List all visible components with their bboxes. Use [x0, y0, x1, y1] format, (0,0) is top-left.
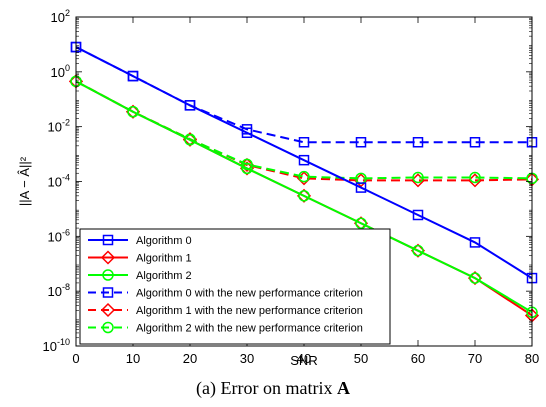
- data-point: [127, 106, 139, 118]
- x-tick-label: 10: [126, 351, 140, 366]
- data-point: [469, 272, 481, 284]
- chart: 102 100 10-2 10-4 10-6 10-8 10-100 10 20 30 40 50 60…: [17, 8, 539, 368]
- legend: Algorithm 0 Algorithm 1 Algorithm 2 Algorit…: [79, 228, 391, 345]
- legend-label: Algorithm 1 with the new performance cri…: [136, 305, 363, 317]
- data-point: [184, 100, 196, 111]
- data-point: [469, 237, 481, 248]
- legend-label: Algorithm 2 with the new performance cri…: [136, 323, 363, 335]
- y-tick-label: 10-6: [48, 227, 70, 244]
- legend-marker: [102, 321, 114, 334]
- y-tick-label: 10-4: [48, 173, 70, 190]
- data-point: [241, 127, 253, 138]
- data-point: [412, 244, 424, 257]
- legend-marker: [100, 250, 116, 265]
- x-tick-label: 0: [72, 351, 79, 366]
- x-axis-label: SNR: [290, 353, 317, 368]
- y-tick-label: 10-2: [48, 118, 70, 135]
- data-point: [184, 134, 196, 146]
- x-tick-label: 50: [354, 351, 368, 366]
- data-point: [469, 171, 481, 184]
- y-axis-label: ||A − Â||²: [17, 156, 32, 206]
- data-point: [241, 162, 253, 175]
- series-line: [75, 80, 533, 314]
- legend-label: Algorithm 0 with the new performance cri…: [136, 288, 363, 300]
- y-tick-label: 102: [51, 8, 70, 25]
- data-point: [298, 154, 310, 166]
- data-point: [298, 170, 310, 183]
- x-tick-label: 70: [468, 351, 482, 366]
- x-tick-label: 40: [297, 351, 311, 366]
- data-point: [469, 137, 481, 148]
- data-point: [412, 137, 424, 148]
- x-tick-label: 60: [411, 351, 425, 366]
- data-point: [355, 182, 367, 193]
- data-point: [412, 171, 424, 184]
- y-tick-label: 100: [51, 63, 70, 80]
- legend-marker: [102, 234, 114, 246]
- legend-marker: [102, 269, 114, 281]
- caption-matrix-symbol: A: [336, 378, 350, 398]
- data-point: [355, 217, 367, 230]
- data-point: [127, 70, 139, 82]
- data-point: [412, 209, 424, 221]
- x-tick-label: 20: [183, 351, 197, 366]
- y-tick-label: 10-10: [43, 337, 70, 354]
- caption-text: (a) Error on matrix: [196, 378, 337, 398]
- series-2: [70, 75, 538, 319]
- legend-label: Algorithm 1: [136, 253, 192, 265]
- x-tick-label: 30: [240, 351, 254, 366]
- axes: 102 100 10-2 10-4 10-6 10-8 10-100 10 20 30 40 50 60…: [17, 8, 539, 368]
- data-point: [298, 190, 310, 202]
- legend-marker: [102, 287, 114, 298]
- figure-caption: (a) Error on matrix A: [0, 378, 546, 399]
- legend-marker: [100, 302, 116, 318]
- series-line: [75, 46, 533, 279]
- legend-label: Algorithm 0: [136, 235, 192, 247]
- x-tick-label: 80: [525, 351, 539, 366]
- data-point: [298, 137, 310, 148]
- y-tick-label: 10-8: [48, 282, 70, 299]
- legend-label: Algorithm 2: [136, 270, 192, 282]
- data-point: [355, 137, 367, 148]
- legend-box: [79, 228, 391, 345]
- plot-frame: [75, 16, 533, 347]
